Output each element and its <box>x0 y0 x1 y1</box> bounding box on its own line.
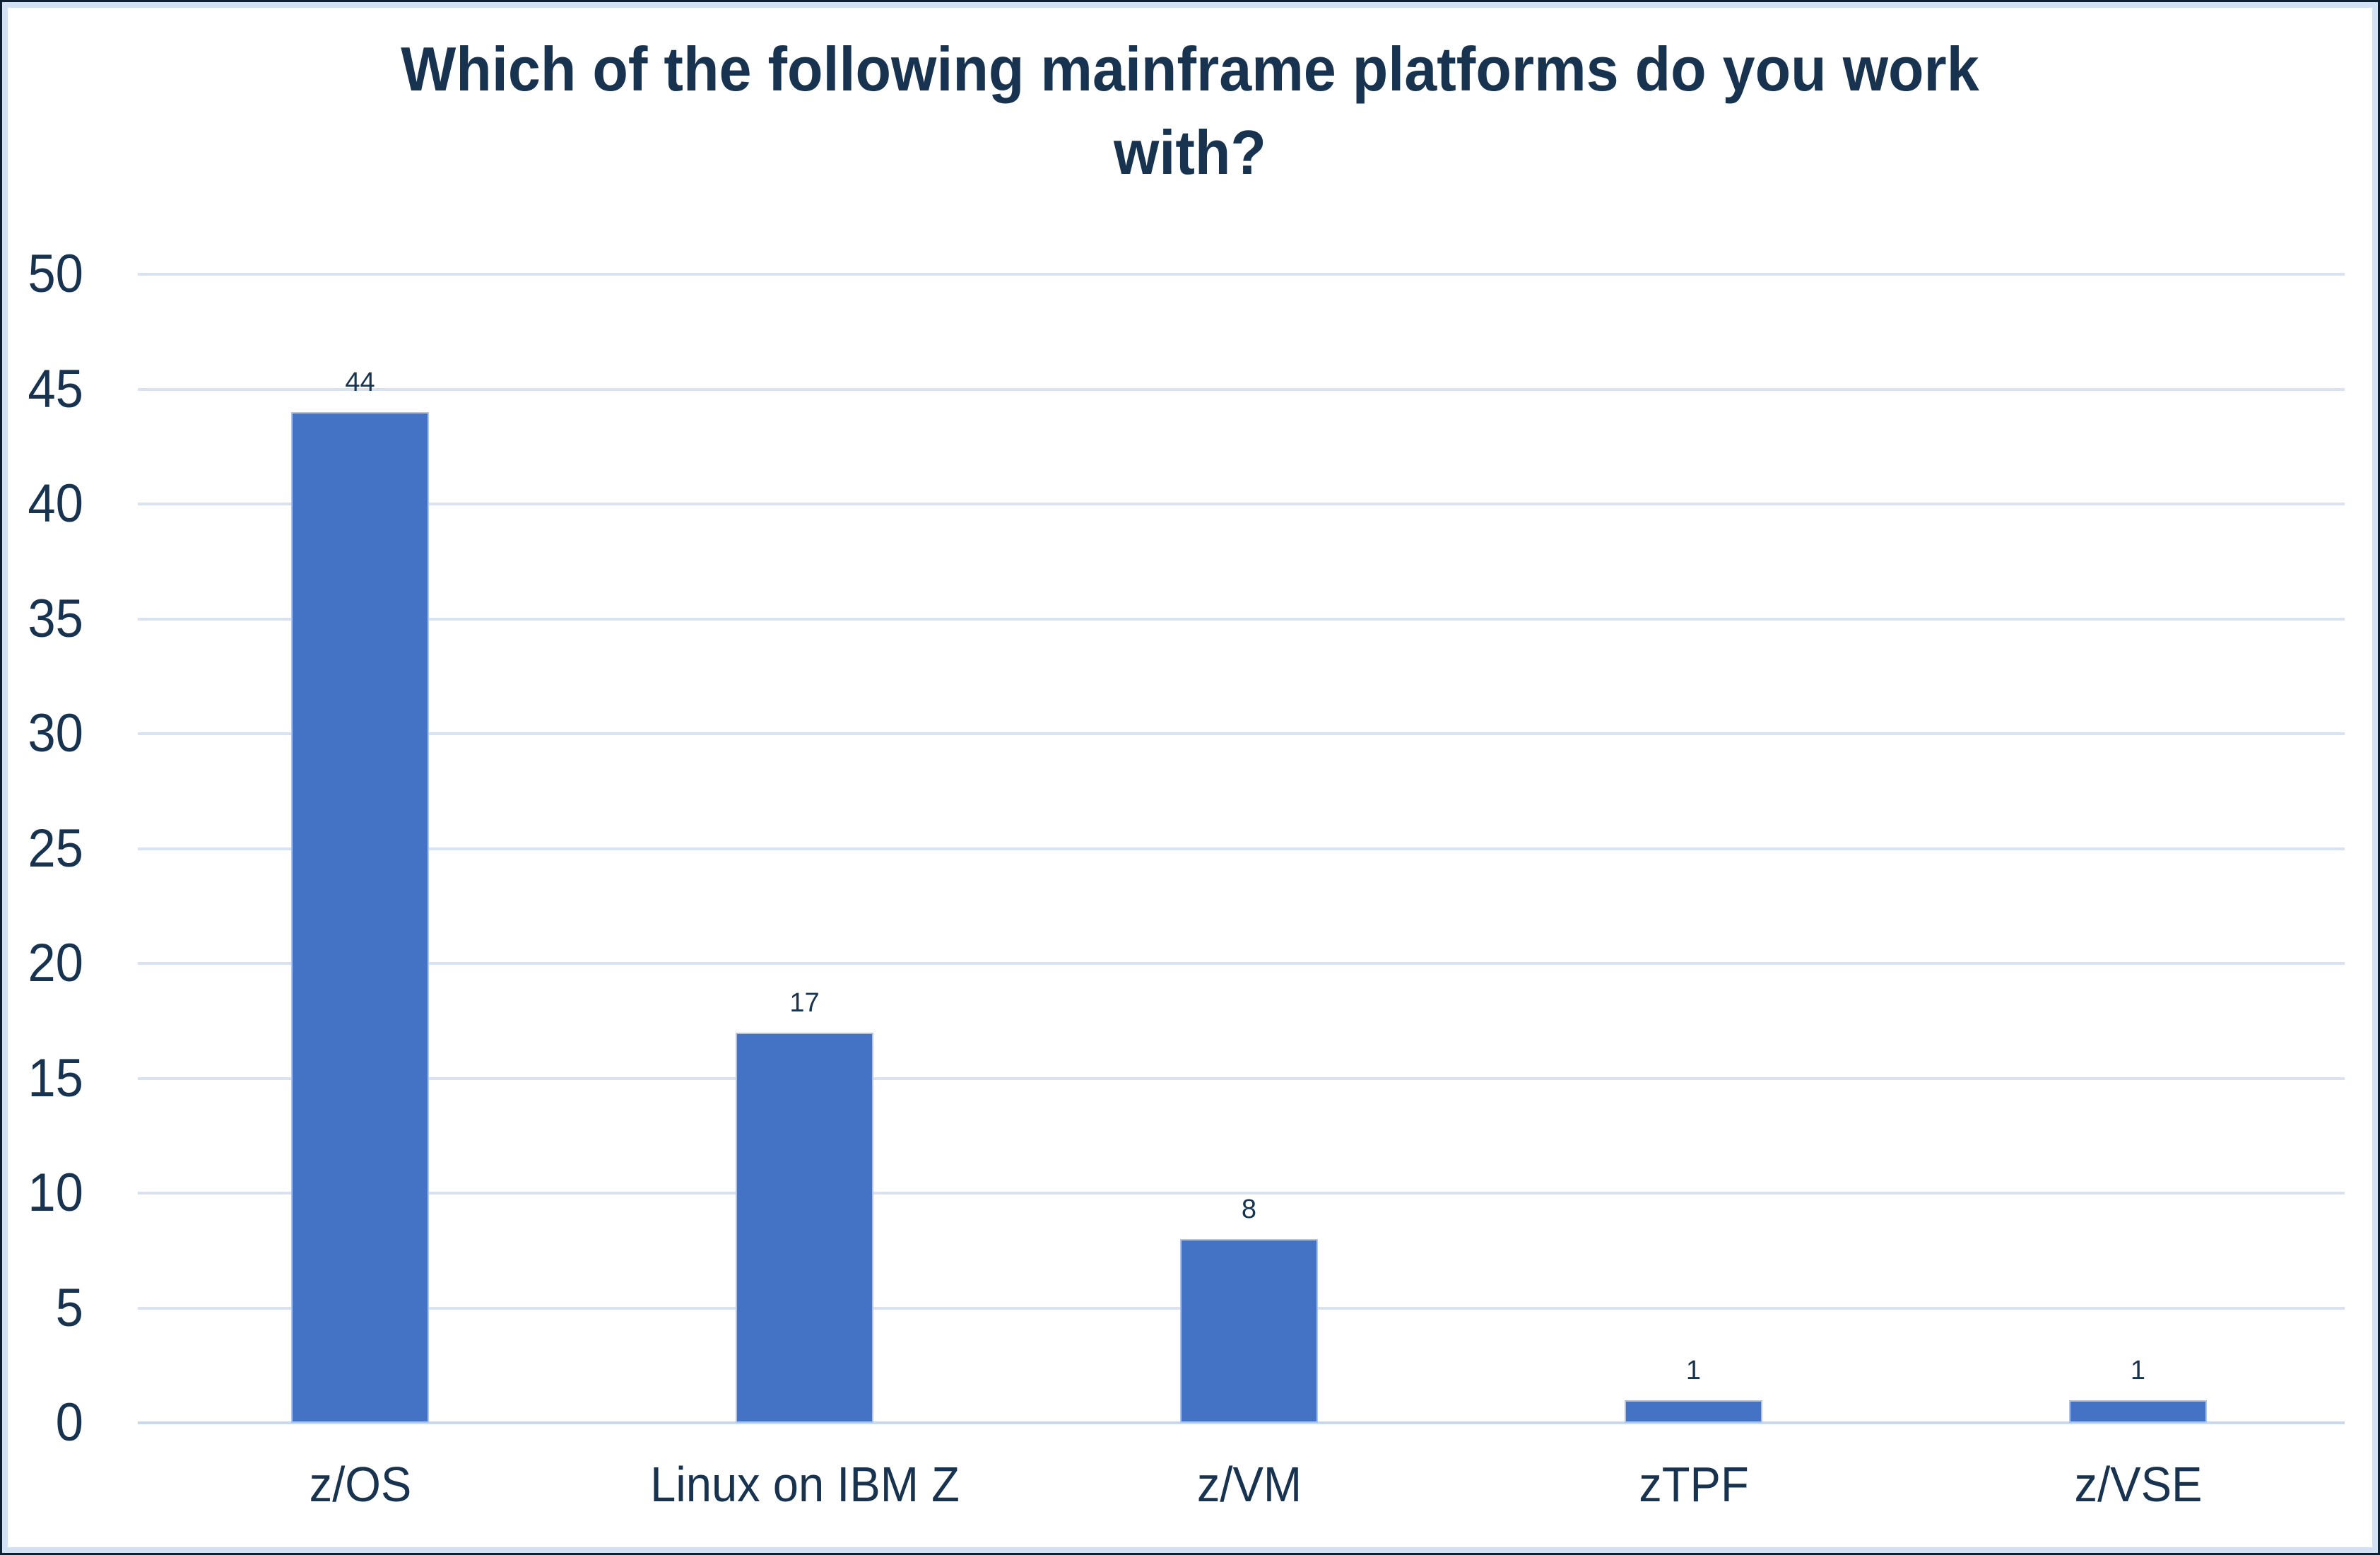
gridline <box>138 962 2345 965</box>
gridline <box>138 1192 2345 1195</box>
gridline <box>138 273 2345 276</box>
bar-value-label: 1 <box>1685 1355 1702 1385</box>
x-axis-category-label: Linux on IBM Z <box>649 1457 960 1512</box>
y-axis-tick-label: 10 <box>28 1163 83 1223</box>
x-axis-category-label: zTPF <box>1638 1457 1749 1512</box>
y-axis-tick-label: 35 <box>28 588 83 649</box>
chart-title: Which of the following mainframe platfor… <box>401 34 1979 187</box>
y-axis-tick-label: 20 <box>28 933 83 993</box>
gridline <box>138 1076 2345 1080</box>
x-axis-category-label: z/OS <box>309 1457 411 1512</box>
bar <box>736 1032 873 1423</box>
x-axis-category-label: z/VSE <box>2074 1457 2202 1512</box>
gridline <box>138 732 2345 735</box>
y-axis-tick-label: 40 <box>28 474 83 534</box>
bar <box>1180 1239 1318 1423</box>
y-axis-tick-label: 50 <box>28 244 83 304</box>
y-axis-tick-label: 30 <box>28 703 83 763</box>
y-axis-tick-label: 45 <box>28 358 83 419</box>
y-axis-tick-label: 15 <box>28 1048 83 1108</box>
x-axis-category-label: z/VM <box>1196 1457 1302 1512</box>
bar-value-label: 17 <box>789 987 820 1018</box>
bar <box>2069 1400 2207 1423</box>
bar-value-label: 44 <box>345 368 375 397</box>
bar <box>291 412 429 1423</box>
gridline <box>138 617 2345 621</box>
y-axis-tick-label: 25 <box>28 818 83 879</box>
gridline <box>138 387 2345 391</box>
bar-value-label: 1 <box>2130 1355 2146 1385</box>
bar-value-label: 8 <box>1241 1195 1257 1224</box>
gridline <box>138 847 2345 850</box>
gridline <box>138 503 2345 505</box>
bar <box>1625 1400 1762 1423</box>
y-axis-tick-label: 0 <box>55 1392 83 1453</box>
gridline <box>138 1421 2345 1424</box>
y-axis-tick-label: 5 <box>55 1277 83 1338</box>
